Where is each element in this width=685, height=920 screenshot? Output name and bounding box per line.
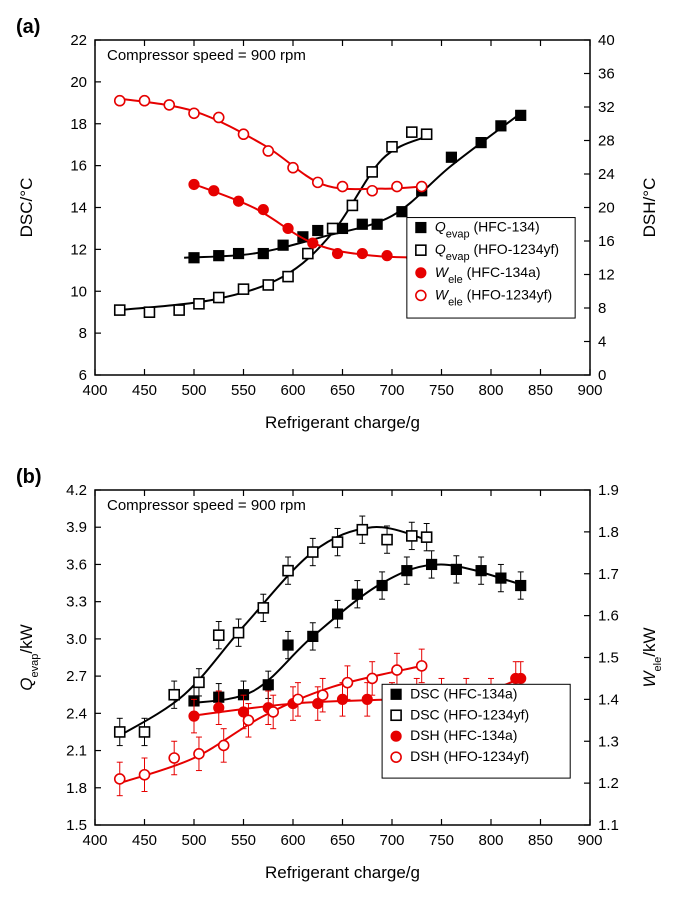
svg-text:DSH/°C: DSH/°C xyxy=(640,178,659,238)
svg-text:2.7: 2.7 xyxy=(66,668,87,685)
svg-text:2.1: 2.1 xyxy=(66,743,87,760)
panel-a-label: (a) xyxy=(16,16,40,39)
svg-text:Refrigerant charge/g: Refrigerant charge/g xyxy=(265,413,420,432)
svg-text:3.9: 3.9 xyxy=(66,519,87,536)
svg-text:800: 800 xyxy=(478,382,503,399)
panel-b: (b) 400 450 500 550 600 650 700 750 800 850 900 Ref… xyxy=(10,460,675,890)
svg-text:400: 400 xyxy=(82,832,107,849)
svg-text:600: 600 xyxy=(280,832,305,849)
svg-text:18: 18 xyxy=(70,116,87,133)
svg-text:3.3: 3.3 xyxy=(66,594,87,611)
svg-text:3.6: 3.6 xyxy=(66,556,87,573)
svg-text:8: 8 xyxy=(79,325,87,342)
svg-text:1.9: 1.9 xyxy=(598,482,619,499)
svg-text:12: 12 xyxy=(70,241,87,258)
svg-text:1.8: 1.8 xyxy=(66,780,87,797)
svg-text:20: 20 xyxy=(70,74,87,91)
svg-text:850: 850 xyxy=(528,382,553,399)
svg-text:20: 20 xyxy=(598,200,615,217)
svg-text:1.5: 1.5 xyxy=(66,817,87,834)
svg-text:1.6: 1.6 xyxy=(598,608,619,625)
svg-text:24: 24 xyxy=(598,166,615,183)
svg-text:32: 32 xyxy=(598,99,615,116)
svg-text:Qevap/kW: Qevap/kW xyxy=(17,624,41,690)
svg-text:450: 450 xyxy=(132,832,157,849)
svg-text:1.8: 1.8 xyxy=(598,524,619,541)
svg-text:10: 10 xyxy=(70,283,87,300)
svg-text:Refrigerant charge/g: Refrigerant charge/g xyxy=(265,863,420,882)
svg-text:3.0: 3.0 xyxy=(66,631,87,648)
panel-a: (a) 400450500550600650700750800850900Ref… xyxy=(10,10,675,440)
svg-text:Wele/kW: Wele/kW xyxy=(640,627,664,687)
panel_b-chart: 400 450 500 550 600 650 700 750 800 850 900 Refrige… xyxy=(10,460,675,890)
svg-text:450: 450 xyxy=(132,382,157,399)
svg-text:Compressor speed = 900 rpm: Compressor speed = 900 rpm xyxy=(107,47,306,64)
svg-text:0: 0 xyxy=(598,367,606,384)
svg-text:4: 4 xyxy=(598,334,606,351)
svg-text:DSC (HFO-1234yf): DSC (HFO-1234yf) xyxy=(410,706,529,722)
svg-text:2.4: 2.4 xyxy=(66,705,87,722)
svg-text:DSH (HFO-1234yf): DSH (HFO-1234yf) xyxy=(410,748,529,764)
svg-text:6: 6 xyxy=(79,367,87,384)
svg-text:22: 22 xyxy=(70,32,87,49)
svg-text:900: 900 xyxy=(577,832,602,849)
svg-text:DSC (HFC-134a): DSC (HFC-134a) xyxy=(410,685,517,701)
svg-text:16: 16 xyxy=(70,158,87,175)
svg-text:1.5: 1.5 xyxy=(598,650,619,667)
svg-text:650: 650 xyxy=(330,382,355,399)
svg-text:1.2: 1.2 xyxy=(598,775,619,792)
svg-text:14: 14 xyxy=(70,200,87,217)
svg-text:28: 28 xyxy=(598,133,615,150)
svg-text:8: 8 xyxy=(598,300,606,317)
svg-text:500: 500 xyxy=(181,832,206,849)
svg-text:550: 550 xyxy=(231,382,256,399)
svg-text:12: 12 xyxy=(598,267,615,284)
svg-text:850: 850 xyxy=(528,832,553,849)
svg-text:800: 800 xyxy=(478,832,503,849)
svg-text:1.7: 1.7 xyxy=(598,566,619,583)
svg-text:DSC/°C: DSC/°C xyxy=(17,178,36,238)
svg-text:700: 700 xyxy=(379,832,404,849)
panel-b-label: (b) xyxy=(16,466,42,489)
svg-text:750: 750 xyxy=(429,832,454,849)
svg-text:500: 500 xyxy=(181,382,206,399)
svg-text:900: 900 xyxy=(577,382,602,399)
svg-text:550: 550 xyxy=(231,832,256,849)
svg-text:1.4: 1.4 xyxy=(598,691,619,708)
svg-text:750: 750 xyxy=(429,382,454,399)
svg-text:1.3: 1.3 xyxy=(598,733,619,750)
svg-text:4.2: 4.2 xyxy=(66,482,87,499)
svg-text:600: 600 xyxy=(280,382,305,399)
svg-text:40: 40 xyxy=(598,32,615,49)
panel_a-chart: 400450500550600650700750800850900Refrige… xyxy=(10,10,675,440)
svg-text:700: 700 xyxy=(379,382,404,399)
svg-text:400: 400 xyxy=(82,382,107,399)
svg-text:1.1: 1.1 xyxy=(598,817,619,834)
svg-text:Compressor speed = 900 rpm: Compressor speed = 900 rpm xyxy=(107,497,306,514)
svg-text:650: 650 xyxy=(330,832,355,849)
svg-text:DSH (HFC-134a): DSH (HFC-134a) xyxy=(410,727,517,743)
svg-text:36: 36 xyxy=(598,66,615,83)
svg-text:16: 16 xyxy=(598,233,615,250)
